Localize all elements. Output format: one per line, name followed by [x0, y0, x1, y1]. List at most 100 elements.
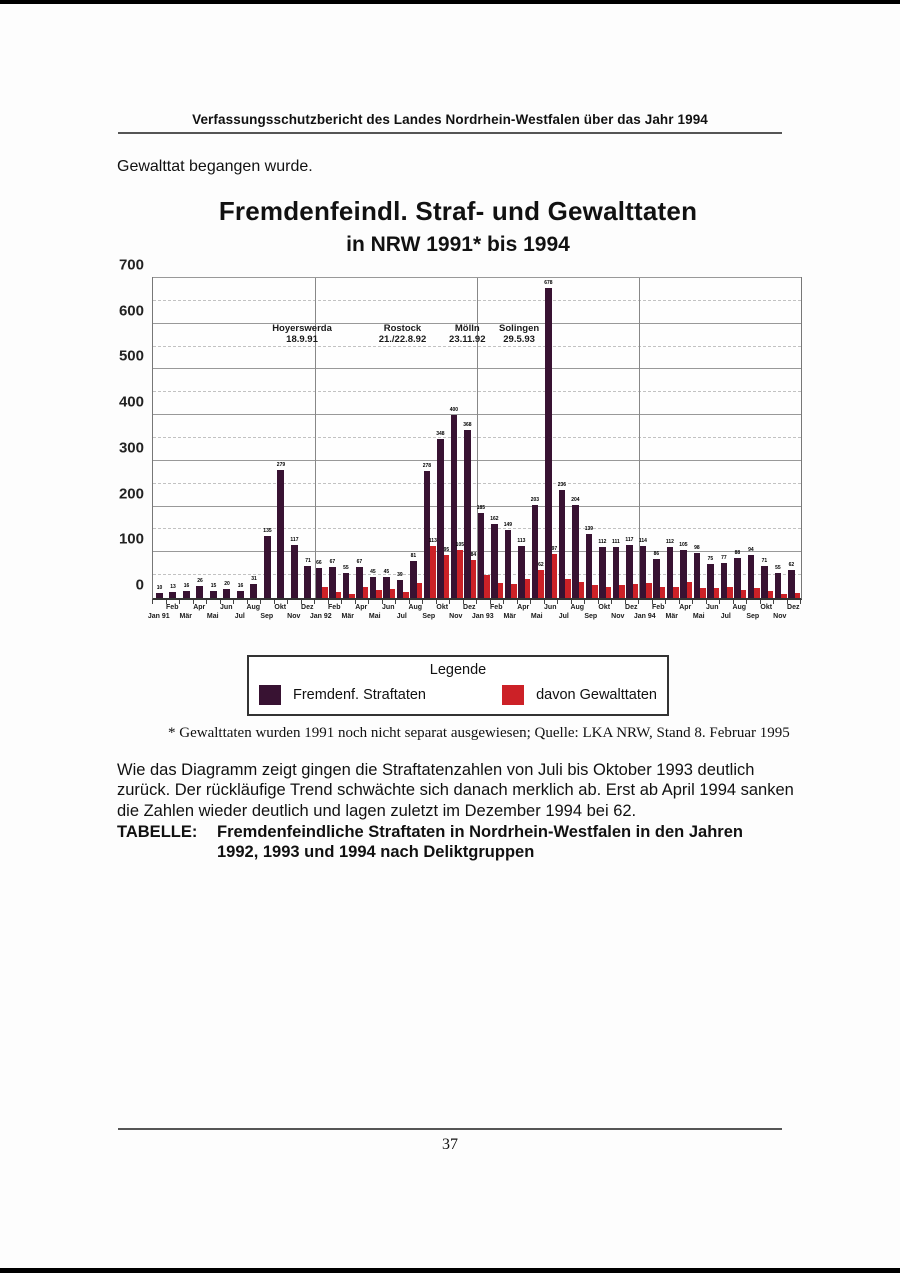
bar-value-label: 368 [463, 421, 472, 428]
bar-straftaten [329, 567, 336, 598]
x-axis-label: Apr [517, 604, 530, 611]
x-axis-label: Mai [206, 613, 219, 620]
bar-value-label: 112 [598, 538, 607, 545]
x-axis-label: Apr [193, 604, 206, 611]
x-axis-label: Mai [530, 613, 543, 620]
bar-gewalttaten [403, 591, 409, 598]
intro-text: Gewalttat begangen wurde. [117, 158, 313, 175]
bar-straftaten [423, 470, 430, 598]
bar-gewalttaten [349, 593, 355, 598]
bar-value-label: 111 [612, 539, 620, 546]
scan-edge-bottom [0, 1268, 900, 1273]
month-slot: 13 [167, 278, 181, 598]
month-slot: 149 [504, 278, 518, 598]
bar-gewalttaten [443, 554, 450, 598]
month-slot: 185 [477, 278, 491, 598]
bar-value-label: 139 [584, 526, 594, 533]
bar-value-label: 105 [455, 542, 465, 548]
bar-straftaten [383, 577, 390, 598]
bar-value-label: 16 [183, 582, 190, 589]
bar-gewalttaten [457, 550, 463, 598]
x-axis-tick [246, 600, 248, 604]
bar-value-label: 71 [305, 557, 311, 564]
chart-footnote: * Gewalttaten wurden 1991 noch nicht sep… [168, 725, 790, 741]
month-slot: 204 [571, 278, 586, 598]
legend-label-straftaten: Fremdenf. Straftaten [293, 687, 426, 703]
x-axis-tick [314, 600, 315, 604]
page-header: Verfassungsschutzbericht des Landes Nord… [192, 112, 708, 127]
legend-title: Legende [429, 662, 487, 678]
month-slot: 279 [275, 278, 289, 598]
bar-gewalttaten [497, 582, 504, 598]
month-slot: 71 [761, 278, 775, 598]
x-axis-label: Sep [260, 613, 274, 620]
legend-item-straftaten: Fremdenf. Straftaten [259, 685, 426, 705]
month-slot: 15 [207, 278, 221, 598]
x-axis-label: Jun [706, 604, 719, 611]
x-axis-label: Nov [611, 613, 625, 620]
x-axis-label: Sep [422, 613, 436, 620]
x-axis-tick [408, 600, 410, 604]
x-axis-tick [773, 600, 774, 604]
x-axis-label: Mär [179, 613, 192, 620]
gewalttaten-swatch-icon [502, 685, 525, 705]
x-axis-tick [206, 600, 207, 604]
x-axis-label: Nov [773, 613, 787, 620]
bar-value-label: 62 [538, 561, 544, 568]
x-axis-tick [422, 600, 423, 604]
event-annotation: Hoyerswerda 18.9.91 [272, 323, 332, 345]
x-axis-label: Dez [463, 604, 476, 611]
x-axis-tick [300, 600, 302, 604]
bar-value-label: 84 [470, 551, 477, 558]
bar-straftaten [196, 586, 204, 598]
bar-straftaten [464, 429, 471, 598]
x-axis-tick [462, 600, 464, 604]
bar-straftaten [653, 558, 660, 598]
month-slot: 113 [517, 278, 532, 598]
bar-straftaten [290, 544, 298, 598]
bar-straftaten [396, 580, 403, 598]
x-axis-tick [368, 600, 369, 604]
x-axis-label: Apr [679, 604, 692, 611]
bar-gewalttaten [605, 586, 612, 598]
x-axis-label: Sep [584, 613, 598, 620]
x-axis-tick [732, 600, 734, 604]
x-axis-tick [192, 600, 194, 604]
bar-value-label: 20 [224, 580, 230, 587]
bar-gewalttaten [322, 587, 328, 598]
scan-edge-top [0, 0, 900, 4]
bar-value-label: 105 [679, 542, 688, 548]
x-axis-tick [611, 600, 612, 604]
x-axis-tick [786, 600, 788, 604]
x-axis-tick [597, 600, 599, 604]
event-annotation: Solingen 29.5.93 [499, 323, 540, 345]
x-axis-tick [489, 600, 491, 604]
bar-value-label: 236 [557, 482, 567, 489]
bar-value-label: 400 [449, 407, 459, 414]
paragraph: Wie das Diagramm zeigt gingen die Straft… [117, 761, 794, 820]
plot-area: 10 13 16 26 15 20 16 31 135 279 117 71 66 67 55 67 45 45 3… [152, 277, 802, 600]
bar-value-label: 204 [571, 496, 580, 503]
bar-value-label: 45 [370, 569, 376, 576]
table-caption-line2: 1992, 1993 und 1994 nach Deliktgruppen [217, 843, 535, 862]
bar-value-label: 88 [734, 549, 741, 556]
bar-straftaten [277, 470, 285, 598]
x-axis-label: Jan 92 [309, 613, 332, 620]
x-axis-label: Nov [287, 613, 301, 620]
bar-gewalttaten [565, 578, 571, 598]
month-slot: 67 [329, 278, 343, 598]
x-axis-tick [503, 600, 504, 604]
bar-gewalttaten [781, 594, 787, 598]
x-axis-label: Feb [328, 604, 341, 611]
month-slot: 16 [180, 278, 194, 598]
bar-value-label: 67 [356, 559, 363, 566]
bar-value-label: 98 [694, 545, 700, 552]
month-slot: 117 [288, 278, 302, 598]
month-slot: 203 62 [531, 278, 545, 598]
bar-straftaten [450, 415, 457, 598]
legend-label-gewalttaten: davon Gewalttaten [536, 687, 657, 703]
bar-straftaten [626, 544, 633, 598]
x-axis-tick [435, 600, 437, 604]
bar-gewalttaten [551, 553, 558, 598]
month-slot: 114 [639, 278, 653, 598]
